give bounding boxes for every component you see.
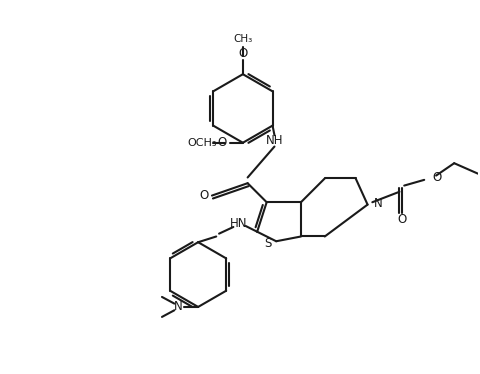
Text: NH: NH bbox=[265, 134, 283, 147]
Text: N: N bbox=[373, 197, 382, 210]
Text: OCH₃: OCH₃ bbox=[187, 138, 217, 148]
Text: N: N bbox=[173, 300, 182, 313]
Text: O: O bbox=[199, 189, 208, 202]
Text: HN: HN bbox=[230, 217, 247, 230]
Text: O: O bbox=[238, 47, 247, 60]
Text: O: O bbox=[396, 213, 406, 226]
Text: O: O bbox=[432, 171, 441, 184]
Text: S: S bbox=[264, 237, 271, 250]
Text: O: O bbox=[217, 136, 226, 149]
Text: CH₃: CH₃ bbox=[233, 34, 252, 45]
